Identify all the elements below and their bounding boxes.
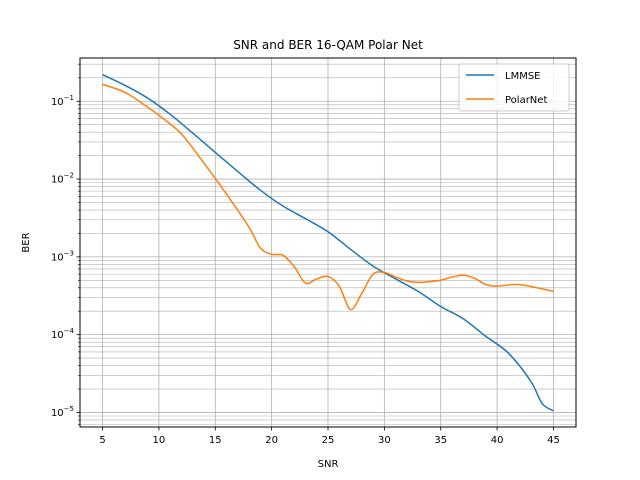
x-tick-label: 35 bbox=[434, 435, 447, 446]
x-tick-label: 10 bbox=[153, 435, 166, 446]
y-axis-label: BER bbox=[21, 232, 32, 252]
tick-layer: 5 10 15 20 25 30 35 40 45 10−5 10−4 10−3 10−2 10−1 bbox=[51, 63, 560, 446]
x-tick-label: 15 bbox=[209, 435, 222, 446]
series-line-polarnet bbox=[102, 83, 554, 311]
x-tick-label: 45 bbox=[547, 435, 560, 446]
y-tick-label: 10−2 bbox=[51, 172, 74, 186]
series-line-lmmse bbox=[102, 73, 554, 412]
series-layer bbox=[102, 73, 554, 412]
y-tick-label: 10−4 bbox=[51, 327, 75, 341]
chart-title: SNR and BER 16-QAM Polar Net bbox=[233, 38, 423, 52]
y-tick-label: 10−5 bbox=[51, 405, 74, 419]
x-tick-label: 20 bbox=[265, 435, 278, 446]
x-tick-label: 30 bbox=[378, 435, 391, 446]
x-tick-label: 25 bbox=[322, 435, 335, 446]
y-tick-label: 10−3 bbox=[51, 249, 74, 263]
x-tick-label: 5 bbox=[99, 435, 105, 446]
x-axis-label: SNR bbox=[318, 459, 339, 470]
legend: LMMSE PolarNet bbox=[458, 63, 570, 112]
y-tick-label: 10−1 bbox=[51, 94, 74, 108]
legend-label-lmmse: LMMSE bbox=[505, 71, 541, 82]
legend-label-polarnet: PolarNet bbox=[505, 95, 547, 106]
x-tick-label: 40 bbox=[491, 435, 504, 446]
